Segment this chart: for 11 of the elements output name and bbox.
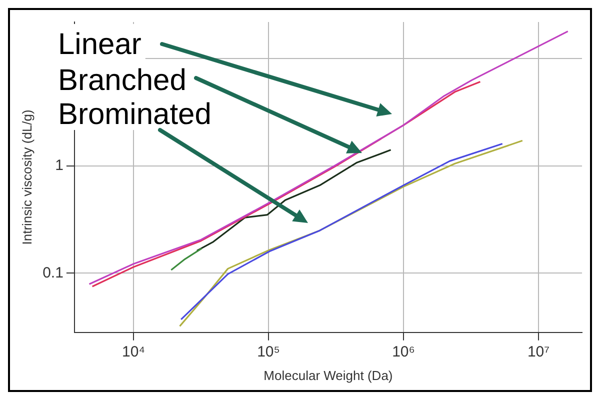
annotation: Branched [58,64,186,97]
y-tick-label: 1 [55,157,64,174]
x-tick-label: 10⁵ [257,344,280,361]
y-axis-title: Intrinsic viscosity (dL/g) [19,110,34,245]
annotation: Brominated [58,98,212,131]
annotation: Linear [58,28,142,61]
x-tick-label: 10⁴ [122,344,146,361]
x-tick-label: 10⁷ [527,344,550,361]
y-tick-label: 0.1 [42,264,64,282]
x-tick-label: 10⁶ [392,344,415,361]
x-axis-title: Molecular Weight (Da) [264,368,393,383]
